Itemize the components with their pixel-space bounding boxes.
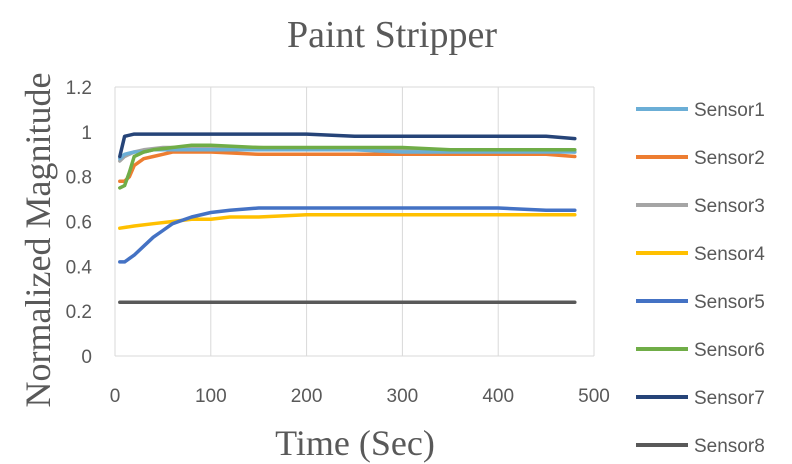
y-tick-label-5: 1 <box>81 123 92 144</box>
y-tick-label-4: 0.8 <box>66 168 92 189</box>
y-tick-label-2: 0.4 <box>66 257 93 278</box>
series-line-sensor6 <box>118 143 577 190</box>
legend-label-sensor6: Sensor6 <box>694 340 765 361</box>
chart-title: Paint Stripper <box>287 14 497 56</box>
series-line-sensor5 <box>118 206 577 264</box>
x-tick-label-2: 200 <box>291 386 323 407</box>
series-line-sensor4 <box>118 213 577 230</box>
x-tick-label-4: 400 <box>482 386 514 407</box>
y-tick-label-1: 0.2 <box>66 302 92 323</box>
x-tick-label-0: 0 <box>110 386 121 407</box>
y-tick-label-6: 1.2 <box>66 78 92 99</box>
y-tick-label-3: 0.6 <box>66 213 92 234</box>
grid-layer <box>114 86 595 357</box>
legend-label-sensor8: Sensor8 <box>694 436 765 457</box>
legend-label-sensor2: Sensor2 <box>694 148 765 169</box>
x-axis-label: Time (Sec) <box>275 423 435 463</box>
x-tick-label-1: 100 <box>195 386 227 407</box>
x-tick-labels: 0 100 200 300 400 500 <box>110 386 610 407</box>
legend-label-sensor7: Sensor7 <box>694 388 765 409</box>
legend-label-sensor4: Sensor4 <box>694 244 765 265</box>
series-line-sensor2 <box>118 150 577 183</box>
series-line-sensor1 <box>118 148 577 161</box>
x-tick-label-3: 300 <box>387 386 419 407</box>
y-tick-labels: 0 0.2 0.4 0.6 0.8 1 1.2 <box>66 78 93 368</box>
series-line-sensor7 <box>118 132 577 159</box>
legend-label-sensor1: Sensor1 <box>694 100 765 121</box>
legend: Sensor1 Sensor2 Sensor3 Sensor4 Sensor5 Senso… <box>636 100 765 457</box>
legend-label-sensor3: Sensor3 <box>694 196 765 217</box>
y-axis-label: Normalized Magnitude <box>18 73 58 408</box>
y-tick-label-0: 0 <box>81 347 92 368</box>
legend-label-sensor5: Sensor5 <box>694 292 765 313</box>
series-layer <box>118 132 577 304</box>
x-tick-label-5: 500 <box>578 386 610 407</box>
